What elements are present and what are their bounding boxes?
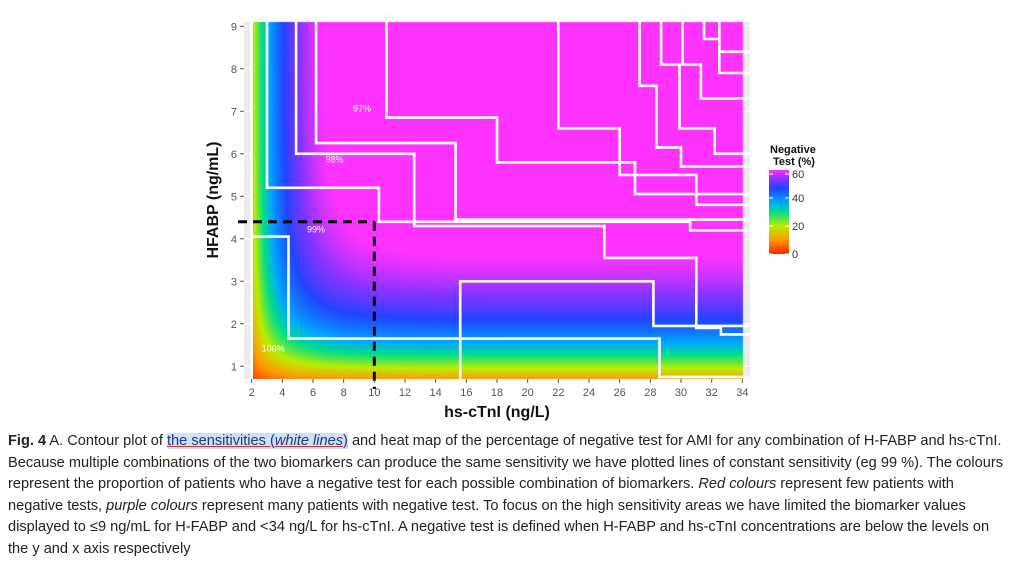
legend-title-line2: Test (%) <box>773 156 815 168</box>
caption-highlight: the sensitivities (white lines) <box>167 433 348 449</box>
x-tick-label: 34 <box>736 387 748 399</box>
y-tick-label: 2 <box>231 319 237 331</box>
x-tick-label: 6 <box>310 387 316 399</box>
sensitivity-contour <box>294 22 750 336</box>
x-tick-label: 26 <box>614 387 626 399</box>
caption-part4: represent many patients with negative te… <box>8 497 990 557</box>
legend: Negative Test (%) 0 20 40 60 <box>769 144 816 261</box>
heatmap-layer <box>0 0 1024 430</box>
y-axis: 1 2 3 4 5 6 7 8 9 <box>231 21 244 373</box>
legend-tick-label: 40 <box>792 193 804 205</box>
caption-highlight-b: ) <box>343 433 348 449</box>
caption-highlight-italic: white lines <box>274 433 344 449</box>
x-tick-label: 32 <box>706 387 718 399</box>
figure-chart: 97%98%99%100% 2 4 6 8 10 12 14 16 18 20 22 24 26 28 30… <box>0 0 1024 430</box>
y-tick-label: 1 <box>231 361 237 373</box>
contour-label: 99% <box>307 224 325 234</box>
contour-label: 97% <box>353 103 371 113</box>
caption-highlight-a: the sensitivities ( <box>167 433 275 449</box>
y-tick-label: 7 <box>231 106 237 118</box>
cutoff-lines <box>238 220 376 389</box>
x-tick-label: 12 <box>399 387 411 399</box>
x-tick-label: 2 <box>249 387 255 399</box>
sensitivity-contour <box>718 22 750 54</box>
legend-colorbar <box>769 170 789 254</box>
caption-part2: and heat map of the percentage of negati… <box>8 433 1004 492</box>
x-axis: 2 4 6 8 10 12 14 16 18 20 22 24 26 28 30 32 34 <box>249 379 748 399</box>
y-tick-label: 8 <box>231 64 237 76</box>
figure-caption: Fig. 4 A. Contour plot of the sensitivit… <box>8 431 1013 560</box>
y-tick-label: 4 <box>231 234 237 246</box>
sensitivity-contour <box>557 22 750 207</box>
sensitivity-contour <box>458 280 750 379</box>
x-tick-label: 16 <box>460 387 472 399</box>
contour-labels: 97% 98% 99% 100% <box>262 103 371 353</box>
caption-part1: A. Contour plot of <box>46 433 167 449</box>
x-tick-label: 4 <box>279 387 285 399</box>
x-axis-label: hs-cTnI (ng/L) <box>444 404 550 421</box>
y-tick-label: 3 <box>231 276 237 288</box>
x-tick-label: 22 <box>552 387 564 399</box>
x-tick-label: 10 <box>368 387 380 399</box>
sensitivity-contour <box>638 22 750 168</box>
sensitivity-contour <box>314 22 750 221</box>
legend-title-line1: Negative <box>770 144 816 156</box>
x-tick-label: 14 <box>430 387 442 399</box>
x-tick-label: 20 <box>522 387 534 399</box>
sensitivity-contour <box>385 22 750 196</box>
legend-tick-label: 20 <box>792 221 804 233</box>
x-tick-label: 30 <box>675 387 687 399</box>
caption-red-italic: Red colours <box>698 476 777 492</box>
x-tick-label: 18 <box>491 387 503 399</box>
contour-label: 100% <box>262 343 285 353</box>
y-tick-label: 6 <box>231 149 237 161</box>
caption-part3: represent few patients with negative tes… <box>8 476 954 514</box>
y-axis-label: HFABP (ng/mL) <box>205 141 222 258</box>
caption-fig-label: Fig. 4 <box>8 433 47 449</box>
sensitivity-contour <box>251 235 750 379</box>
sensitivity-contour <box>265 22 750 232</box>
sensitivity-contour <box>681 22 750 100</box>
y-tick-label: 9 <box>231 21 237 33</box>
contour-label: 98% <box>325 154 343 164</box>
sensitivity-contour <box>659 22 750 156</box>
caption-purple-italic: purple colours <box>106 497 198 514</box>
contour-lines <box>250 22 750 379</box>
x-tick-label: 8 <box>341 387 347 399</box>
legend-tick-label: 60 <box>792 169 804 181</box>
y-tick-label: 5 <box>231 191 237 203</box>
x-tick-label: 28 <box>644 387 656 399</box>
x-tick-label: 24 <box>583 387 595 399</box>
legend-tick-label: 0 <box>792 249 798 261</box>
legend-ticks: 0 20 40 60 <box>769 169 804 261</box>
